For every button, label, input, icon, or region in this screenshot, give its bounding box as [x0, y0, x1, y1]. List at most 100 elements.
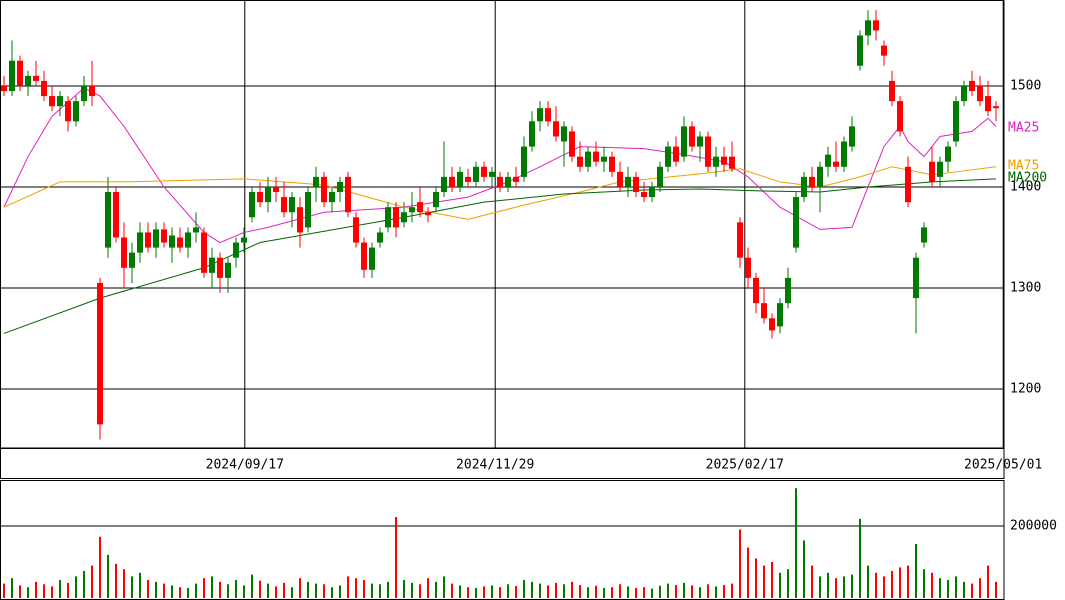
volume-bar [491, 585, 493, 598]
candle-body [969, 80, 975, 92]
candle-body [241, 237, 247, 243]
candle-body [801, 176, 807, 198]
candle-body [553, 121, 559, 137]
volume-bar [571, 581, 573, 598]
volume-bar [35, 581, 37, 598]
x-tick-label: 2024/11/29 [456, 458, 534, 473]
volume-bar [867, 565, 869, 598]
candle-body [649, 186, 655, 198]
volume-bar [667, 583, 669, 598]
volume-bar [99, 536, 101, 598]
y-tick-label: 1400 [1010, 179, 1041, 194]
volume-bar [819, 576, 821, 598]
volume-bar [387, 581, 389, 598]
candle-body [809, 176, 815, 187]
candle-body [337, 181, 343, 193]
volume-bar [875, 572, 877, 598]
volume-bar [339, 585, 341, 598]
volume-bar [315, 583, 317, 598]
volume-bar [851, 574, 853, 598]
volume-bar [371, 583, 373, 598]
volume-bar [451, 583, 453, 598]
volume-bar [147, 580, 149, 598]
volume-bar [3, 583, 5, 598]
candle-body [185, 232, 191, 248]
volume-bar [123, 569, 125, 598]
candle-body [433, 192, 439, 208]
candle-body [25, 75, 31, 86]
volume-bar [979, 578, 981, 598]
candle-body [953, 101, 959, 142]
volume-bar [531, 581, 533, 598]
volume-bar [91, 565, 93, 598]
volume-bar [691, 585, 693, 598]
candle-body [129, 252, 135, 268]
volume-bar [19, 585, 21, 598]
candle-body [297, 207, 303, 233]
volume-bar [307, 581, 309, 598]
candle-body [921, 227, 927, 243]
volume-bar [219, 581, 221, 598]
candle-body [17, 60, 23, 86]
candle-body [169, 235, 175, 248]
candle-body [929, 161, 935, 182]
candle-body [201, 232, 207, 273]
volume-bar [467, 587, 469, 598]
candle-body [481, 166, 487, 177]
volume-bar [795, 488, 797, 598]
volume-bar [835, 578, 837, 598]
candle-body [409, 207, 415, 213]
volume-bar [179, 587, 181, 598]
candle-body [41, 80, 47, 97]
candle-body [57, 96, 63, 107]
volume-bar [779, 572, 781, 598]
volume-bar [379, 584, 381, 598]
candle-body [425, 212, 431, 216]
volume-bar [891, 571, 893, 598]
volume-bar [627, 586, 629, 598]
candle-body [681, 126, 687, 157]
candle-body [849, 126, 855, 147]
candle-body [633, 176, 639, 193]
candle-body [345, 176, 351, 213]
candle-body [985, 96, 991, 112]
volume-bar [955, 576, 957, 598]
candle-body [353, 217, 359, 243]
candle-body [305, 192, 311, 228]
candle-body [721, 156, 727, 165]
candle-body [65, 101, 71, 122]
volume-bar [563, 584, 565, 598]
volume-bar [211, 576, 213, 598]
volume-bar [51, 586, 53, 598]
volume-bar [699, 587, 701, 598]
candle-body [945, 146, 951, 162]
volume-bar [443, 576, 445, 598]
y-tick-label: 1500 [1010, 78, 1041, 93]
volume-bar [171, 585, 173, 598]
volume-bar [603, 587, 605, 598]
candle-body [489, 171, 495, 177]
volume-bar [579, 585, 581, 598]
volume-bar [139, 572, 141, 598]
volume-bar [971, 583, 973, 598]
candle-body [505, 176, 511, 187]
candle-body [713, 156, 719, 167]
volume-bar [515, 586, 517, 598]
candle-body [393, 207, 399, 228]
volume-bar [523, 580, 525, 598]
candle-body [913, 257, 919, 299]
candle-body [89, 85, 95, 97]
volume-bar [587, 587, 589, 598]
volume-bar [155, 581, 157, 598]
volume-bar [67, 582, 69, 598]
volume-bar [403, 580, 405, 598]
candle-body [81, 85, 87, 102]
candle-body [457, 171, 463, 187]
candle-body [225, 262, 231, 278]
volume-bar [203, 578, 205, 598]
candle-body [529, 121, 535, 147]
candle-body [705, 136, 711, 167]
candle-body [401, 212, 407, 223]
volume-bar [11, 578, 13, 598]
